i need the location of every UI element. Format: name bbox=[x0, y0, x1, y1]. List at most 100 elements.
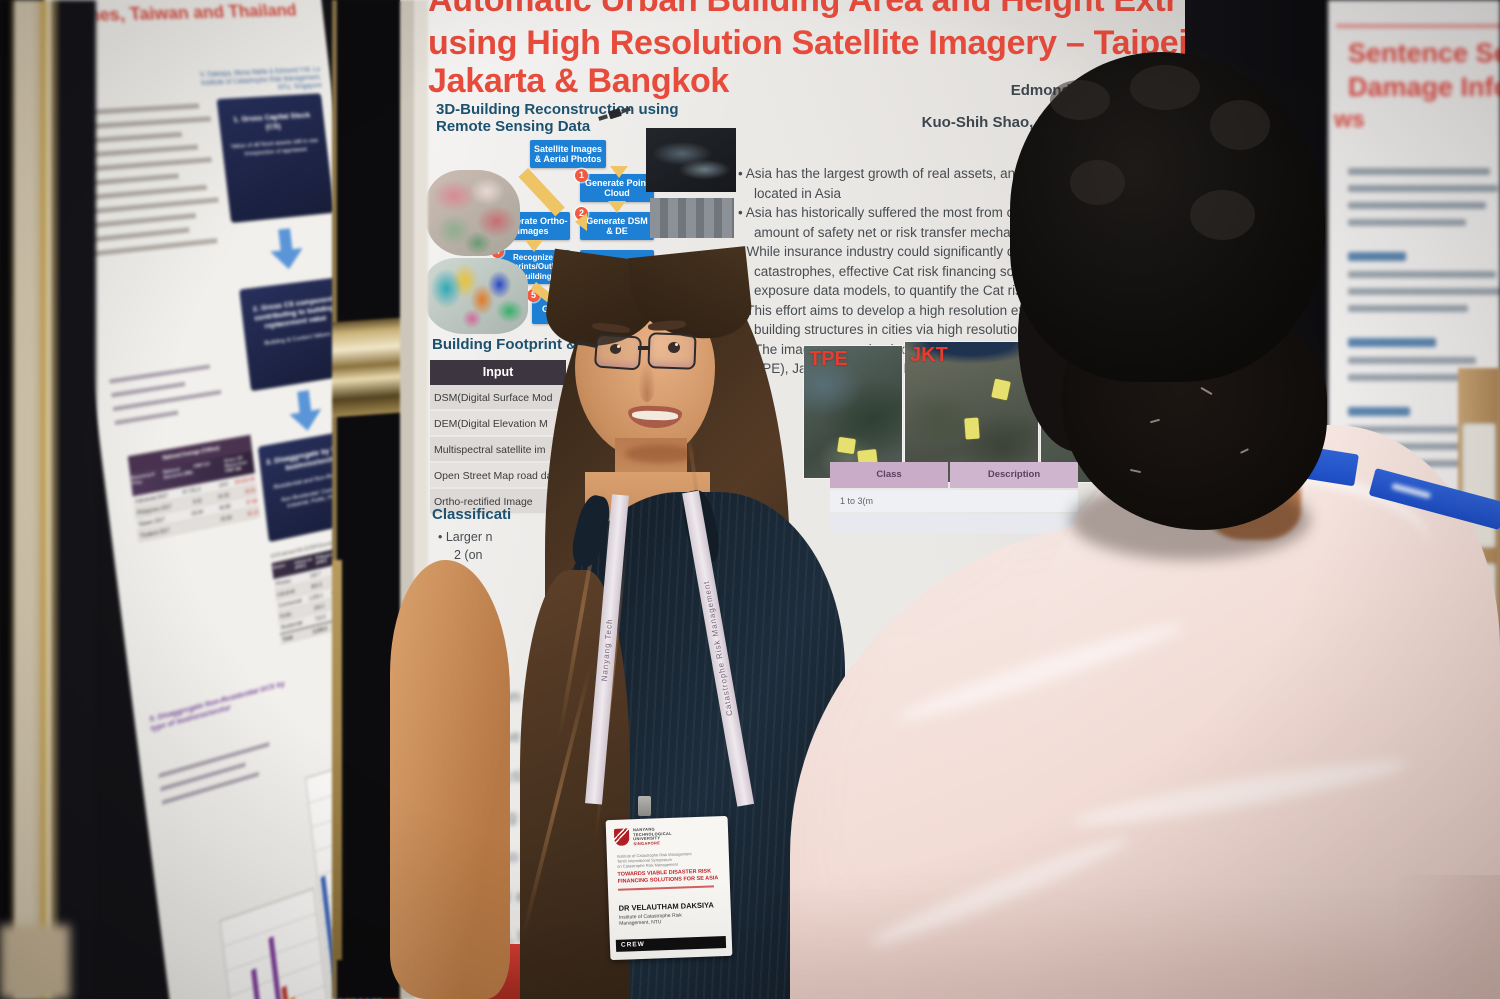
point-cloud-thumbnail bbox=[646, 128, 736, 192]
bullet-line: exposure data models, to quantify the Ca… bbox=[754, 283, 1029, 298]
blurred-text-line bbox=[1348, 357, 1476, 364]
blurred-text-line bbox=[80, 157, 212, 173]
description-table-col1: Class bbox=[830, 462, 948, 488]
blurred-text-line bbox=[1348, 443, 1474, 450]
bullet-line: located in Asia bbox=[754, 185, 842, 201]
blurred-text-line bbox=[1348, 271, 1496, 278]
blurred-text-line bbox=[91, 238, 218, 257]
blurred-text-line bbox=[82, 173, 179, 187]
flow-arrow-head bbox=[610, 166, 628, 178]
input-table-row: Open Street Map road da bbox=[430, 463, 566, 489]
formula-line bbox=[160, 762, 246, 792]
satellite-panel-left bbox=[598, 114, 608, 121]
flow-box-step3-label: Generate Ortho-images bbox=[498, 215, 568, 236]
method-box-1-title: 1. Gross Capital Stock (CS) bbox=[232, 110, 311, 132]
blurred-text-line bbox=[1348, 288, 1500, 295]
door-frame-left bbox=[0, 0, 96, 999]
satellite-image-jakarta: JKT bbox=[905, 342, 1038, 482]
input-table-rows: DSM(Digital Surface Mod DEM(Digital Eleva… bbox=[430, 385, 566, 515]
description-table-row: 1 to 3(m bbox=[830, 490, 1078, 512]
blurred-text-line bbox=[79, 144, 199, 159]
bullet-line: building structures in cities via high r… bbox=[754, 322, 1082, 337]
poster-title-line2: using High Resolution Satellite Imagery … bbox=[428, 24, 1185, 62]
method-box-1: 1. Gross Capital Stock (CS) Value of all… bbox=[216, 93, 335, 224]
man-listener bbox=[770, 40, 1500, 999]
input-table: Input DSM(Digital Surface Mod DEM(Digital… bbox=[430, 360, 566, 515]
flow-box-step1-label: Generate Point Cloud bbox=[584, 177, 649, 198]
eye-glint bbox=[617, 345, 620, 348]
flow-box-step2-label: Generate DSM & DE bbox=[586, 215, 648, 236]
flow-box-step4-label: Recognize Footprints/Outlines of Buildin… bbox=[496, 253, 570, 281]
glasses-lens bbox=[647, 332, 697, 370]
hair-curl bbox=[1210, 100, 1270, 150]
classification-bullet: 2 (on bbox=[454, 548, 483, 562]
satellite-image-taipei: TPE bbox=[804, 346, 902, 478]
right-poster-title-line2: Damage Infor bbox=[1348, 72, 1500, 102]
step-number-1: 1 bbox=[575, 169, 588, 182]
gold-trim bbox=[332, 560, 342, 960]
blurred-text-line bbox=[1348, 185, 1498, 192]
input-table-row: Multispectral satellite im bbox=[430, 437, 566, 463]
blurred-text-line bbox=[1348, 202, 1486, 209]
poster-title-line1: Automatic Urban Building Area and Height… bbox=[428, 0, 1178, 19]
bullet-line: catastrophes, effective Cat risk financi… bbox=[754, 263, 1080, 279]
blurred-text-lines bbox=[73, 103, 226, 257]
classification-heading: Classificati bbox=[432, 506, 512, 523]
woman-eye bbox=[668, 342, 680, 353]
badge-red-divider bbox=[617, 885, 715, 891]
left-poster-title: ppines, Taiwan and Thailand bbox=[58, 0, 298, 27]
flow-arrow-head bbox=[575, 213, 587, 231]
right-poster-title-line1: Sentence Sele bbox=[1348, 38, 1500, 68]
left-poster-authors: V. Daksiya, Mona Mafia & Edmond Y.M. Lo … bbox=[183, 66, 323, 98]
aerial-photo-thumbnail bbox=[426, 170, 520, 256]
badge-event-lines: Institute of Catastrophe Risk Management… bbox=[617, 850, 721, 869]
badge-university-line: SINGAPORE bbox=[633, 840, 661, 846]
bullet-line: • This effort aims to develop a high res… bbox=[738, 302, 1067, 318]
eye-glint bbox=[675, 343, 678, 346]
bullet-line: amount of safety net or risk transfer me… bbox=[754, 224, 1046, 240]
flow-box-source: Satellite Images & Aerial Photos bbox=[530, 140, 606, 168]
chin-shadow bbox=[625, 445, 695, 463]
classification-bullet: • Larger n bbox=[438, 530, 493, 544]
woman-arm bbox=[390, 560, 510, 999]
blurred-text-line bbox=[87, 212, 197, 229]
bar-chart-left bbox=[219, 887, 332, 999]
flow-arrow-head bbox=[608, 201, 626, 213]
woman-presenter: Nanyang Tech Catastrophe Risk Management… bbox=[380, 240, 845, 999]
badge-university-name: NANYANG TECHNOLOGICAL UNIVERSITY SINGAPO… bbox=[633, 826, 704, 847]
badge-event-title: TOWARDS VIABLE DISASTER RISK FINANCING S… bbox=[617, 868, 723, 885]
formula-line bbox=[114, 410, 179, 426]
footprint-section-heading: Building Footprint & bbox=[432, 336, 577, 353]
woman-nose-shading bbox=[638, 360, 656, 402]
bullet-line: • Asia has the largest growth of real as… bbox=[738, 166, 1091, 181]
poster-title-line3: Jakarta & Bangkok bbox=[428, 62, 730, 100]
method-box-2-subtitle: Building & Content Values bbox=[264, 331, 331, 347]
woman-eye bbox=[610, 344, 621, 354]
blurred-text-line bbox=[1348, 168, 1490, 175]
floor-patch bbox=[0, 925, 70, 999]
blurred-text-line bbox=[1348, 374, 1483, 381]
lanyard-text-blur bbox=[1391, 482, 1432, 499]
bullet-line: • While insurance industry could signifi… bbox=[738, 244, 1067, 259]
blurred-text-line bbox=[1348, 426, 1460, 433]
badge-crew-label: CREW bbox=[615, 936, 727, 952]
blurred-text-line bbox=[86, 197, 219, 215]
method-box-2-title: 2. Gross CS component contributing to bu… bbox=[252, 293, 335, 331]
blurred-text-line bbox=[1348, 338, 1436, 347]
blurred-text-line bbox=[1348, 305, 1468, 312]
conference-badge: NANYANG TECHNOLOGICAL UNIVERSITY SINGAPO… bbox=[605, 815, 733, 961]
satellite-body bbox=[608, 108, 622, 120]
flow-arrow-head bbox=[525, 240, 543, 252]
step-number-2: 2 bbox=[575, 207, 588, 220]
hair-curl bbox=[1070, 160, 1125, 205]
satellite-label-tpe: TPE bbox=[809, 348, 848, 370]
input-table-row: DEM(Digital Elevation M bbox=[430, 411, 566, 437]
formula-lines bbox=[109, 363, 222, 426]
hair-curl bbox=[1050, 80, 1110, 120]
badge-attendee-org: Institute of Catastrophe Risk Management… bbox=[619, 911, 727, 927]
blurred-text-line bbox=[1348, 252, 1406, 261]
hair-curl bbox=[1190, 190, 1255, 240]
flow-section-heading-line2: Remote Sensing Data bbox=[436, 118, 591, 135]
formula-lines bbox=[158, 742, 273, 805]
